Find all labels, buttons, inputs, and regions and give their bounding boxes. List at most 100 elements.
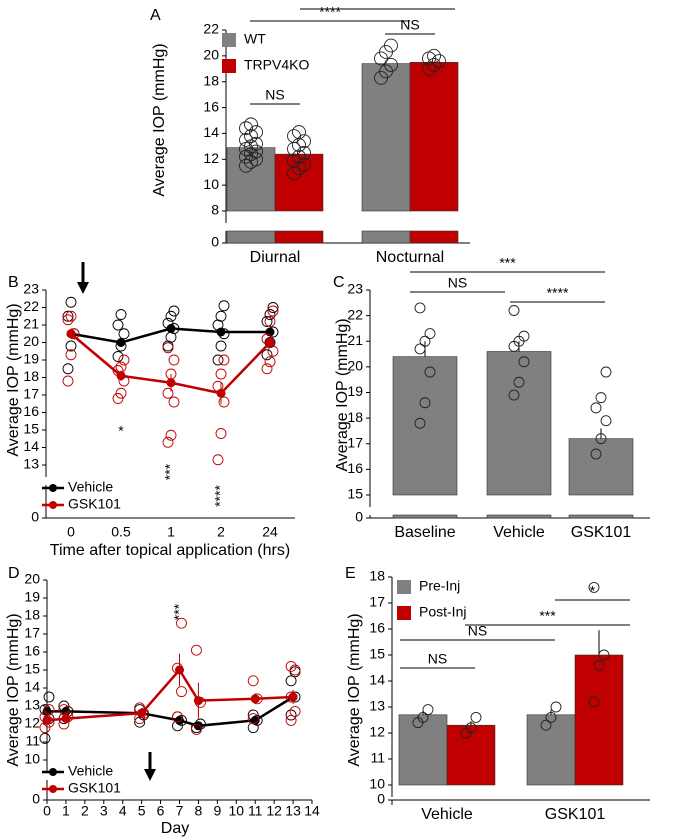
legend-label: TRPV4KO [244,57,309,73]
data-point [427,48,441,63]
y-axis-label: Average IOP (mmHg) [334,318,351,471]
y-axis-label: Average IOP (mmHg) [5,303,22,456]
mean-point [116,371,126,381]
data-point [422,61,436,76]
y-axis-label: Average IOP (mmHg) [151,43,168,196]
data-point [518,356,530,368]
y-tick-label: 23 [23,281,39,297]
data-point [267,305,279,317]
y-tick-label: 17 [347,434,363,450]
x-tick-label: 10 [228,803,244,819]
data-point [249,136,263,151]
x-tick-label: 14 [304,803,320,819]
data-point [215,428,227,439]
panel-label: E [345,565,356,582]
x-tick-label: 24 [262,524,278,540]
y-tick-label: 16 [24,643,40,659]
mean-point [250,715,260,725]
mean-point [166,378,176,388]
panel: C Average IOP (mmHg) 0 15 16 17 18 19 20 21 22 23 Ba… [333,255,650,541]
x-tick-label: 1 [62,803,70,819]
y-tick-label: 0 [211,234,219,250]
data-point [162,342,174,354]
data-point [168,305,180,317]
data-point [43,704,55,716]
arrow-b [77,262,89,294]
y-tick-label: 18 [23,368,39,384]
data-point [115,387,127,399]
y-tick-label: 21 [23,316,39,332]
data-point [588,581,600,593]
data-point [249,152,263,167]
data-point [518,330,530,342]
data-point [65,310,77,322]
data-point [261,349,273,361]
data-point [176,617,187,629]
data-point [600,415,612,427]
data-point [249,144,263,159]
y-tick-label: 20 [203,47,219,63]
data-point [285,709,297,721]
y-tick-label: 21 [347,332,363,348]
data-point [590,402,602,414]
data-point [285,675,297,687]
panel: E Average IOP (mmHg) 010 11 12 13 14 15 16 17 18 Ve… [345,565,650,823]
x-tick-label: 0 [67,524,75,540]
data-point [39,732,51,744]
legend-dot [49,785,57,793]
x-tick-label: 9 [213,803,221,819]
data-point [168,354,180,366]
panel-label: D [8,565,20,582]
x-tick-label: 6 [157,803,165,819]
panel-label: C [333,274,345,291]
legend-dot [49,501,57,509]
y-tick-label: 10 [203,176,219,192]
data-point [218,396,230,408]
data-point [384,57,398,72]
data-point [550,701,562,713]
panel-label: B [8,274,19,291]
data-point [595,392,607,404]
mean-point [216,327,226,337]
data-point [588,696,600,708]
bar-stub [486,514,552,519]
data-point [261,363,273,375]
data-point [593,659,605,671]
data-point [289,664,301,676]
y-tick-label: 12 [369,724,385,740]
data-point [267,302,279,313]
significance-label: NS [428,651,447,667]
y-tick-label: 0 [32,791,40,807]
mean-point [137,708,147,718]
x-tick-label: 2 [217,524,225,540]
data-point [545,711,557,723]
data-point [249,125,263,140]
data-point [212,354,224,366]
data-point [384,38,398,53]
mean-point [288,692,298,702]
bar [398,714,448,786]
bar-stub [409,230,459,244]
mean-point [175,665,184,675]
data-point [513,376,525,388]
x-tick-label: Vehicle [493,524,545,541]
y-tick-label: 16 [23,403,39,419]
data-point [419,397,431,409]
y-tick-label: 10 [24,751,40,767]
significance-label: **** [212,485,228,507]
data-point [162,436,174,448]
data-point [292,149,306,164]
significance-label: *** [499,255,516,271]
data-point [508,305,520,316]
x-tick-label: 1 [167,524,175,540]
data-point [600,366,612,378]
x-tick-label: 2 [81,803,89,819]
bar-stub [568,514,634,519]
y-tick-label: 13 [369,698,385,714]
data-point [598,649,610,661]
y-tick-label: 22 [347,306,363,322]
data-point [168,396,180,408]
bar-stub [361,230,411,244]
data-point [244,117,258,132]
